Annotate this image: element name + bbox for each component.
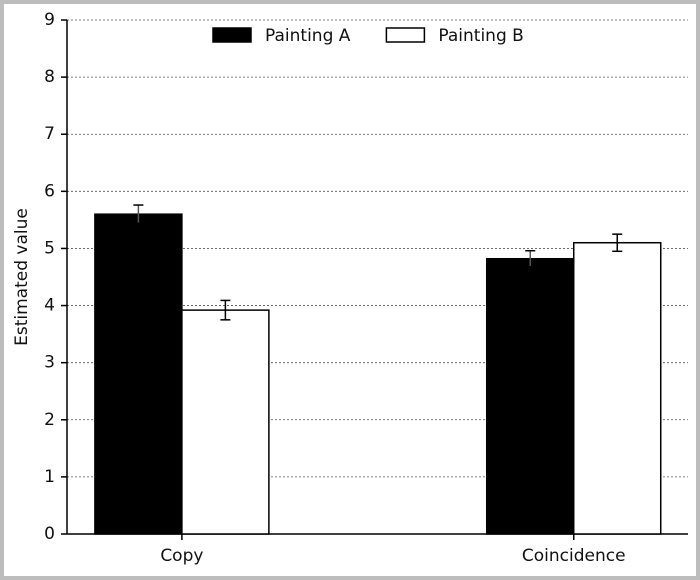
y-tick-label: 6 (44, 181, 55, 201)
y-tick-label: 8 (44, 67, 55, 87)
legend-label: Painting B (438, 26, 523, 46)
bar (572, 241, 662, 535)
x-tick-label: Copy (160, 546, 203, 566)
legend-swatch (385, 27, 426, 43)
y-tick-label: 9 (44, 10, 55, 30)
bar (181, 309, 270, 535)
y-tick-label: 7 (44, 124, 55, 144)
y-tick-label: 1 (44, 467, 55, 487)
legend-label: Painting A (265, 26, 351, 46)
y-tick-label: 2 (44, 410, 55, 430)
bar (94, 213, 183, 535)
bar (485, 257, 575, 535)
y-tick-label: 0 (44, 524, 55, 544)
y-tick-label: 3 (44, 353, 55, 373)
x-tick-label: Coincidence (522, 546, 626, 566)
y-axis-label: Estimated value (12, 208, 32, 346)
legend-swatch (212, 27, 252, 43)
y-tick-label: 5 (44, 238, 55, 258)
y-tick-label: 4 (44, 296, 55, 316)
